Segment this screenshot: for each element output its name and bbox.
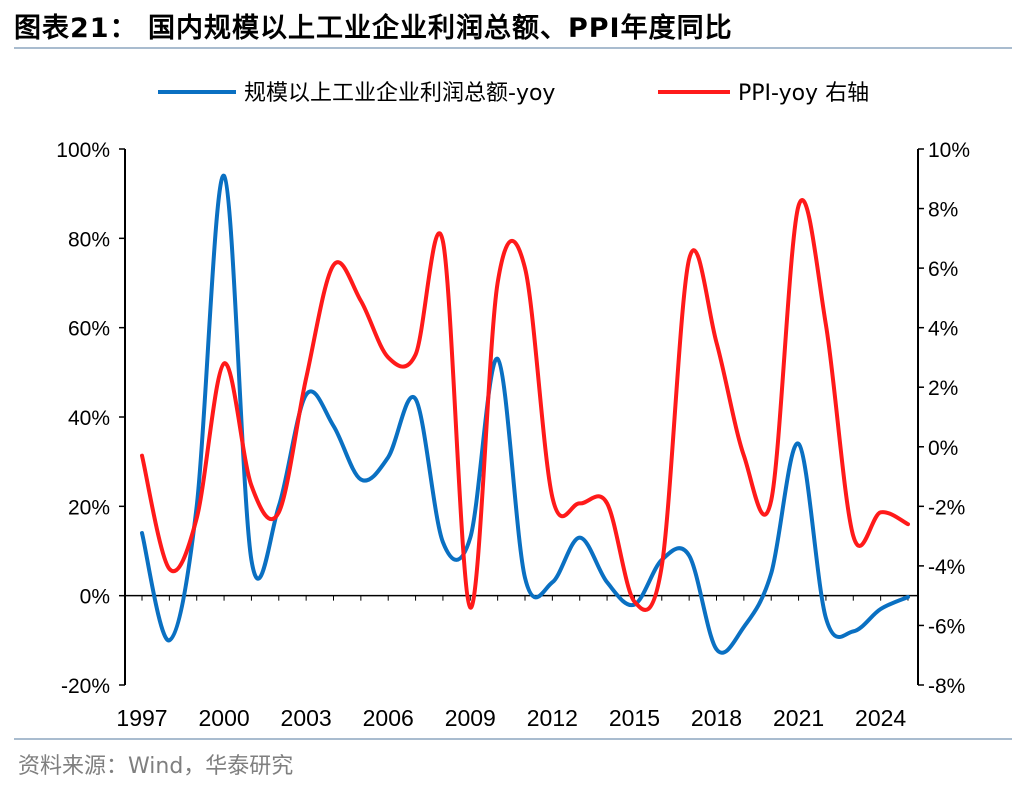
x-axis-tick-label: 2009 (445, 705, 496, 731)
right-axis-tick-label: -8% (928, 675, 965, 698)
right-axis-tick-label: 10% (928, 139, 970, 162)
right-axis-tick-label: 2% (928, 377, 958, 400)
x-axis-tick-label: 1997 (116, 705, 167, 731)
right-axis-tick-label: -2% (928, 496, 965, 519)
right-axis-tick-label: 6% (928, 258, 958, 281)
left-axis-tick-label: 20% (68, 496, 110, 519)
source-note: 资料来源：Wind，华泰研究 (18, 754, 294, 779)
x-axis-tick-label: 2012 (527, 705, 578, 731)
right-axis-tick-label: 0% (928, 437, 958, 460)
left-axis-tick-label: 60% (68, 318, 110, 341)
right-axis-tick-label: -4% (928, 556, 965, 579)
left-axis-tick-label: 0% (80, 586, 110, 609)
x-axis-tick-label: 2006 (363, 705, 414, 731)
top-divider (14, 47, 1012, 49)
left-axis-tick-label: -20% (61, 675, 110, 698)
x-axis-tick-label: 2003 (281, 705, 332, 731)
chart-title: 图表21： 国内规模以上工业企业利润总额、PPI年度同比 (14, 13, 733, 44)
x-axis-tick-label: 2000 (198, 705, 249, 731)
ppi-yoy-series-line (140, 198, 910, 612)
left-axis-tick-label: 40% (68, 407, 110, 430)
x-axis-tick-label: 2015 (609, 705, 660, 731)
right-axis-tick-label: 4% (928, 318, 958, 341)
right-axis-tick-label: -6% (928, 615, 965, 638)
legend-label: 规模以上工业企业利润总额-yoy (244, 81, 555, 106)
right-axis-tick-label: 8% (928, 199, 958, 222)
bottom-divider (14, 738, 1012, 740)
left-axis-tick-label: 80% (68, 228, 110, 251)
x-axis-tick-label: 2018 (691, 705, 742, 731)
left-axis-tick-label: 100% (56, 139, 110, 162)
legend-label: PPI-yoy 右轴 (738, 81, 869, 106)
x-axis-tick-label: 2024 (855, 705, 906, 731)
x-axis-tick-label: 2021 (773, 705, 824, 731)
